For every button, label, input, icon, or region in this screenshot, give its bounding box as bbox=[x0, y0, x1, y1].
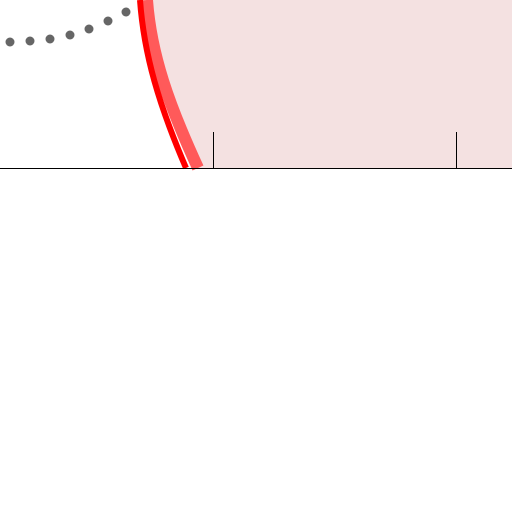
curve-outer bbox=[141, 0, 204, 171]
dotted-curve bbox=[5, 7, 131, 47]
shaded-region bbox=[146, 0, 512, 168]
dot bbox=[65, 30, 75, 40]
curve-inner bbox=[137, 0, 189, 170]
dot bbox=[103, 16, 113, 26]
dot bbox=[5, 37, 15, 47]
dot bbox=[25, 36, 35, 46]
dot bbox=[45, 34, 55, 44]
dot bbox=[121, 7, 131, 17]
dot bbox=[84, 24, 94, 34]
